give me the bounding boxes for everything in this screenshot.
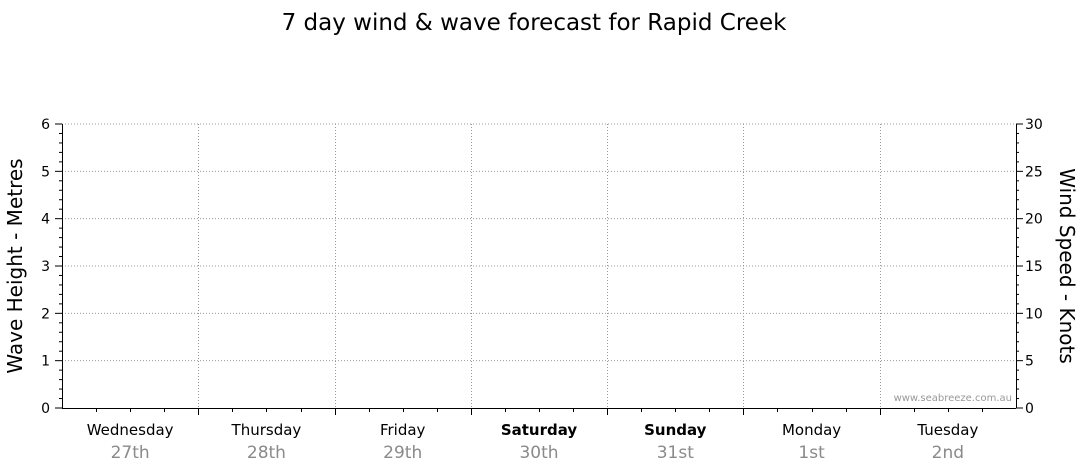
right-tick-label: 0: [1025, 401, 1034, 417]
day-name: Friday: [380, 421, 426, 439]
right-tick-label: 10: [1025, 306, 1043, 322]
right-axis-label: Wind Speed - Knots: [1055, 168, 1079, 364]
day-date: 1st: [798, 443, 825, 463]
left-tick-label: 5: [41, 164, 50, 180]
right-axis-ticks: 0 5 10 15 20 25 30: [1016, 117, 1043, 417]
day-labels: Wednesday 27th Thursday 28th Friday 29th Satur…: [87, 421, 979, 463]
right-tick-label: 25: [1025, 164, 1043, 180]
left-tick-label: 2: [41, 306, 50, 322]
day-date: 31st: [657, 443, 694, 463]
right-tick-label: 20: [1025, 212, 1043, 228]
day-name: Sunday: [644, 421, 707, 439]
left-tick-label: 4: [41, 212, 50, 228]
day-name: Thursday: [231, 421, 302, 439]
left-axis-label: Wave Height - Metres: [3, 158, 27, 373]
left-tick-label: 1: [41, 354, 50, 370]
day-name: Wednesday: [87, 421, 174, 439]
day-name: Saturday: [501, 421, 578, 439]
day-name: Monday: [782, 421, 841, 439]
day-date: 28th: [247, 443, 286, 463]
right-tick-label: 30: [1025, 117, 1043, 133]
left-axis-ticks: 0 1 2 3 4 5 6: [41, 117, 62, 417]
left-tick-label: 3: [41, 259, 50, 275]
watermark: www.seabreeze.com.au: [894, 393, 1012, 404]
right-tick-label: 15: [1025, 259, 1043, 275]
axes: [62, 124, 1017, 415]
grid: [62, 123, 1016, 408]
day-name: Tuesday: [916, 421, 978, 439]
day-date: 29th: [383, 443, 422, 463]
right-tick-label: 5: [1025, 354, 1034, 370]
left-tick-label: 6: [41, 117, 50, 133]
day-date: 30th: [519, 443, 558, 463]
day-date: 2nd: [932, 443, 964, 463]
day-date: 27th: [111, 443, 150, 463]
left-tick-label: 0: [41, 401, 50, 417]
chart-title: 7 day wind & wave forecast for Rapid Cre…: [282, 10, 788, 36]
